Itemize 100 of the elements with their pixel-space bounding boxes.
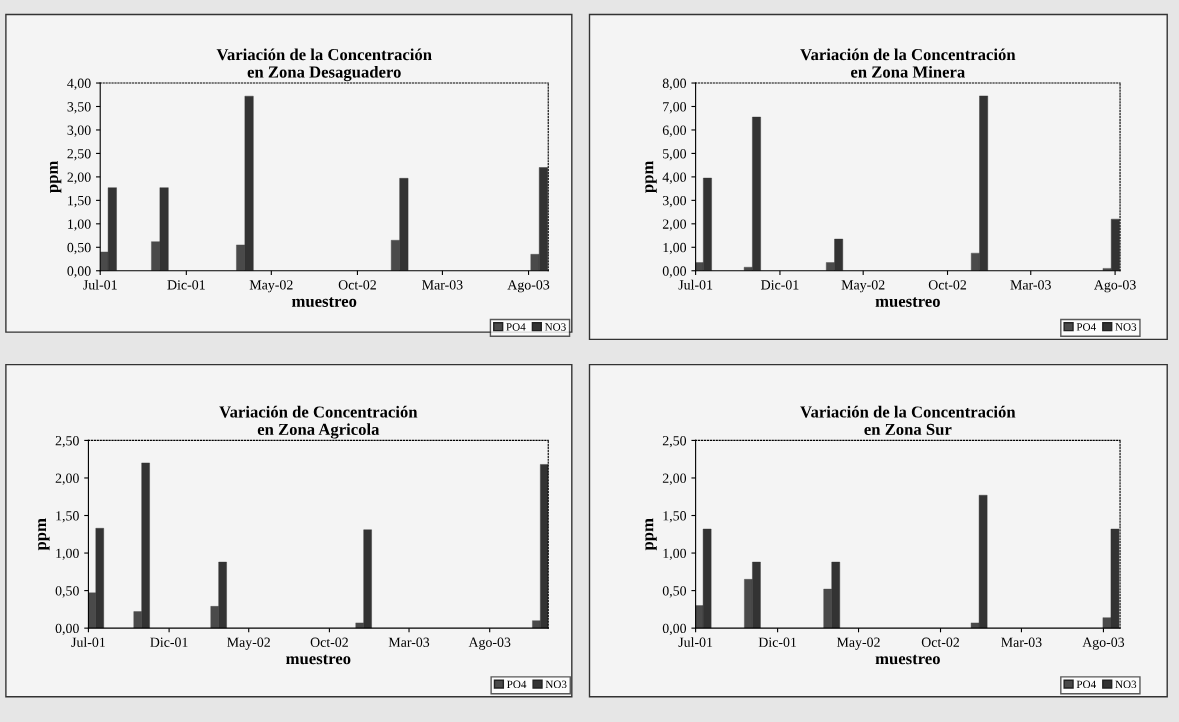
y-tick-label: 2,00 bbox=[55, 473, 79, 485]
x-tick-label: Dic-01 bbox=[761, 280, 799, 290]
bar bbox=[978, 495, 988, 629]
x-tick-label: May-02 bbox=[249, 280, 293, 293]
bar bbox=[363, 529, 372, 629]
bar bbox=[752, 561, 761, 629]
x-axis-title: muestreo bbox=[291, 297, 357, 307]
y-tick-label: 1,00 bbox=[663, 548, 687, 561]
legend-label: NO3 bbox=[545, 680, 567, 689]
bar bbox=[831, 561, 840, 629]
y-axis-title: ppm bbox=[645, 518, 657, 551]
bar bbox=[834, 238, 843, 271]
x-axis-title: muestreo bbox=[875, 297, 940, 307]
y-tick-label: 4,00 bbox=[67, 78, 91, 90]
x-tick-label: Dic-01 bbox=[150, 637, 188, 647]
x-tick-label: Oct-02 bbox=[928, 280, 967, 290]
bar bbox=[133, 611, 142, 629]
y-tick-label: 2,00 bbox=[67, 172, 91, 184]
y-axis-title: ppm bbox=[49, 160, 62, 193]
legend-label: PO4 bbox=[507, 680, 527, 689]
y-tick-label: 0,50 bbox=[662, 586, 687, 598]
y-tick-label: 0,00 bbox=[55, 623, 79, 636]
bar bbox=[1111, 218, 1120, 271]
x-tick-label: Mar-03 bbox=[1010, 280, 1051, 290]
bar bbox=[107, 187, 117, 271]
x-tick-label: Oct-02 bbox=[921, 637, 960, 647]
bar bbox=[159, 187, 169, 271]
x-axis-title: muestreo bbox=[286, 654, 351, 665]
y-tick-label: 7,00 bbox=[663, 102, 687, 114]
y-tick-label: 1,00 bbox=[68, 219, 91, 231]
x-tick-label: Dic-01 bbox=[167, 280, 205, 290]
bar bbox=[530, 254, 540, 271]
x-tick-label: Jul-01 bbox=[678, 637, 713, 647]
x-tick-label: Oct-02 bbox=[310, 637, 348, 647]
y-tick-label: 8,00 bbox=[662, 78, 687, 90]
legend-label: NO3 bbox=[544, 323, 566, 331]
y-tick-label: 0,50 bbox=[55, 586, 79, 598]
x-tick-label: Ago-03 bbox=[1094, 280, 1136, 293]
chart-title: Variación de Concentración en Zona Agricola bbox=[219, 405, 418, 439]
bar bbox=[236, 244, 246, 271]
bar bbox=[540, 464, 549, 629]
bar bbox=[210, 606, 219, 629]
chart-title: Variación de la Concentración en Zona Desaguadero bbox=[216, 48, 432, 82]
x-tick-label: Mar-03 bbox=[1001, 637, 1042, 647]
bar bbox=[744, 579, 753, 629]
x-tick-label: May-02 bbox=[227, 637, 270, 650]
x-tick-label: Jul-01 bbox=[71, 637, 105, 647]
y-tick-label: 2,00 bbox=[662, 219, 687, 231]
x-tick-label: Ago-03 bbox=[468, 637, 511, 650]
x-tick-label: Mar-03 bbox=[422, 280, 463, 290]
bar bbox=[823, 588, 832, 629]
legend-label: PO4 bbox=[1076, 680, 1096, 689]
y-tick-label: 2,50 bbox=[67, 149, 91, 161]
bar bbox=[95, 528, 104, 629]
y-tick-label: 1,00 bbox=[56, 548, 79, 561]
legend-label: PO4 bbox=[506, 323, 526, 331]
bar bbox=[539, 167, 548, 271]
y-tick-label: 1,50 bbox=[56, 511, 79, 523]
y-tick-label: 3,00 bbox=[67, 125, 91, 137]
legend-label: NO3 bbox=[1115, 323, 1137, 331]
x-tick-label: May-02 bbox=[836, 637, 880, 650]
bar bbox=[979, 95, 988, 271]
y-tick-label: 5,00 bbox=[663, 149, 687, 161]
x-tick-label: Jul-01 bbox=[678, 279, 713, 290]
x-tick-label: Dic-01 bbox=[758, 637, 797, 647]
y-tick-label: 2,00 bbox=[662, 473, 687, 485]
x-tick-label: Jul-01 bbox=[83, 279, 117, 290]
y-tick-label: 4,00 bbox=[662, 172, 687, 184]
y-tick-label: 0,00 bbox=[67, 266, 91, 278]
chart-title: Variación de la Concentración en Zona Minera bbox=[800, 48, 1016, 78]
chart-title: Variación de la Concentración en Zona Sur bbox=[800, 405, 1016, 436]
y-tick-label: 0,00 bbox=[662, 266, 687, 278]
bar bbox=[218, 561, 227, 629]
y-tick-label: 2,50 bbox=[55, 436, 79, 448]
y-tick-label: 1,50 bbox=[68, 195, 91, 208]
bar bbox=[752, 116, 761, 271]
x-tick-label: Ago-03 bbox=[507, 280, 550, 293]
y-tick-label: 3,50 bbox=[67, 102, 91, 114]
legend-label: NO3 bbox=[1115, 680, 1137, 689]
bar bbox=[703, 177, 712, 271]
y-tick-label: 1,00 bbox=[663, 242, 687, 255]
y-tick-label: 2,50 bbox=[662, 436, 687, 448]
bar bbox=[244, 95, 254, 271]
x-tick-label: Ago-03 bbox=[1082, 637, 1125, 650]
bar bbox=[702, 528, 712, 629]
x-tick-label: Mar-03 bbox=[388, 637, 430, 647]
x-axis-title: muestreo bbox=[875, 654, 940, 665]
x-tick-label: May-02 bbox=[841, 280, 885, 293]
x-tick-label: Oct-02 bbox=[338, 280, 376, 290]
y-axis-title: ppm bbox=[645, 160, 657, 193]
y-tick-label: 0,50 bbox=[67, 242, 91, 255]
y-tick-label: 6,00 bbox=[662, 125, 687, 137]
y-tick-label: 3,00 bbox=[662, 195, 687, 208]
bar bbox=[1110, 528, 1120, 629]
bar bbox=[151, 241, 161, 271]
y-tick-label: 0,00 bbox=[662, 623, 687, 636]
bar bbox=[399, 178, 409, 271]
y-tick-label: 1,50 bbox=[663, 511, 687, 523]
bar bbox=[141, 462, 150, 629]
y-axis-title: ppm bbox=[38, 518, 50, 551]
